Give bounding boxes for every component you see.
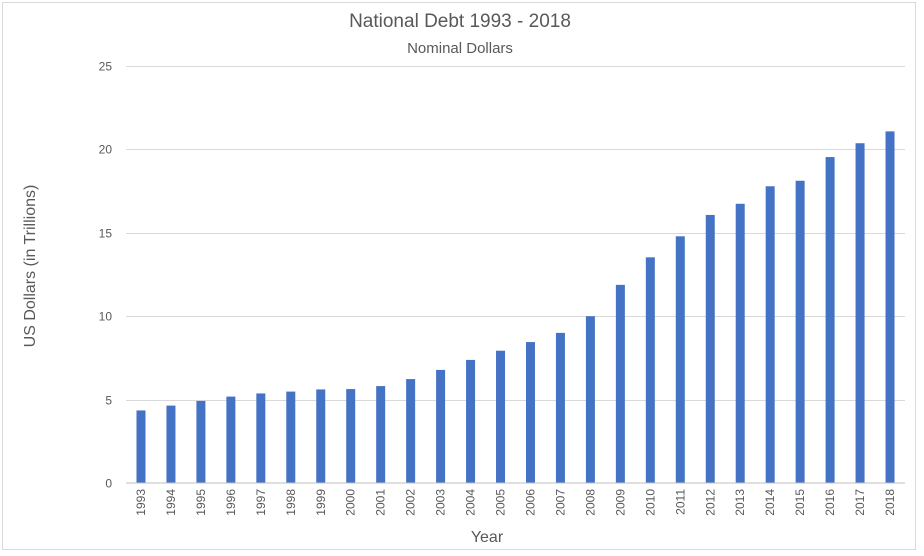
x-tick-label: 2012 [703,489,717,516]
bar-2018 [885,131,895,483]
bar-2006 [525,342,535,483]
bar-2015 [795,180,805,483]
x-tick-label: 2018 [883,489,897,516]
bar-1994 [166,405,176,483]
bar-2012 [705,214,715,483]
bar-1999 [316,389,326,483]
x-tick-label: 1999 [314,489,328,516]
bar-2011 [675,236,685,483]
x-axis-title: Year [471,529,504,546]
x-tick-label: 2004 [464,489,478,516]
bar-2002 [406,379,416,483]
x-tick-label: 2003 [434,489,448,516]
x-tick-label: 2001 [374,489,388,516]
x-tick-label: 2009 [613,489,627,516]
x-tick-label: 2010 [643,489,657,516]
bar-2013 [735,203,745,483]
bar-1996 [226,396,236,483]
bar-2008 [585,316,595,483]
bar-2009 [615,284,625,483]
bar-1997 [256,393,266,483]
x-tick-label: 1993 [134,489,148,516]
bar-1998 [286,391,296,483]
bar-2016 [825,157,835,483]
x-tick-label: 2007 [553,489,567,516]
x-tick-label: 2014 [763,489,777,516]
bar-2007 [555,332,565,483]
x-tick-label: 2016 [823,489,837,516]
bar-2003 [436,369,446,483]
x-tick-label: 1997 [254,489,268,516]
x-tick-label: 1998 [284,489,298,516]
x-tick-label: 2006 [523,489,537,516]
bar-1993 [136,410,146,483]
chart-title: National Debt 1993 - 2018 [349,11,571,32]
x-tick-label: 2000 [344,489,358,516]
y-axis-title: US Dollars (in Trillions) [22,185,39,348]
x-tick-label: 2008 [583,489,597,516]
chart-frame [2,2,916,550]
x-tick-label: 1994 [164,489,178,516]
y-tick-label: 10 [99,310,113,324]
bar-2005 [496,350,506,483]
y-tick-label: 25 [99,60,113,74]
bar-2004 [466,359,476,483]
x-tick-label: 1996 [224,489,238,516]
bar-2010 [645,257,655,483]
x-tick-label: 2017 [853,489,867,516]
y-axis-ticks: 0 5 10 15 20 25 [99,60,113,491]
y-tick-label: 15 [99,227,113,241]
x-tick-label: 1995 [194,489,208,516]
x-tick-label: 2011 [673,489,687,515]
x-tick-label: 2013 [733,489,747,516]
x-tick-label: 2002 [404,489,418,516]
y-tick-label: 5 [105,394,112,408]
x-tick-label: 2015 [793,489,807,516]
x-axis-ticks: 1993 1994 1995 1996 1997 1998 1999 2000 2001 2002… [134,489,897,516]
bar-2001 [376,386,386,483]
bar-2000 [346,389,356,483]
y-tick-label: 0 [105,477,112,491]
bar-2017 [855,143,865,483]
gridlines [126,66,905,401]
bar-1995 [196,400,206,483]
bars [136,131,895,483]
bar-2014 [765,186,775,483]
y-tick-label: 20 [99,143,113,157]
chart-subtitle: Nominal Dollars [407,40,513,57]
x-tick-label: 2005 [494,489,508,516]
